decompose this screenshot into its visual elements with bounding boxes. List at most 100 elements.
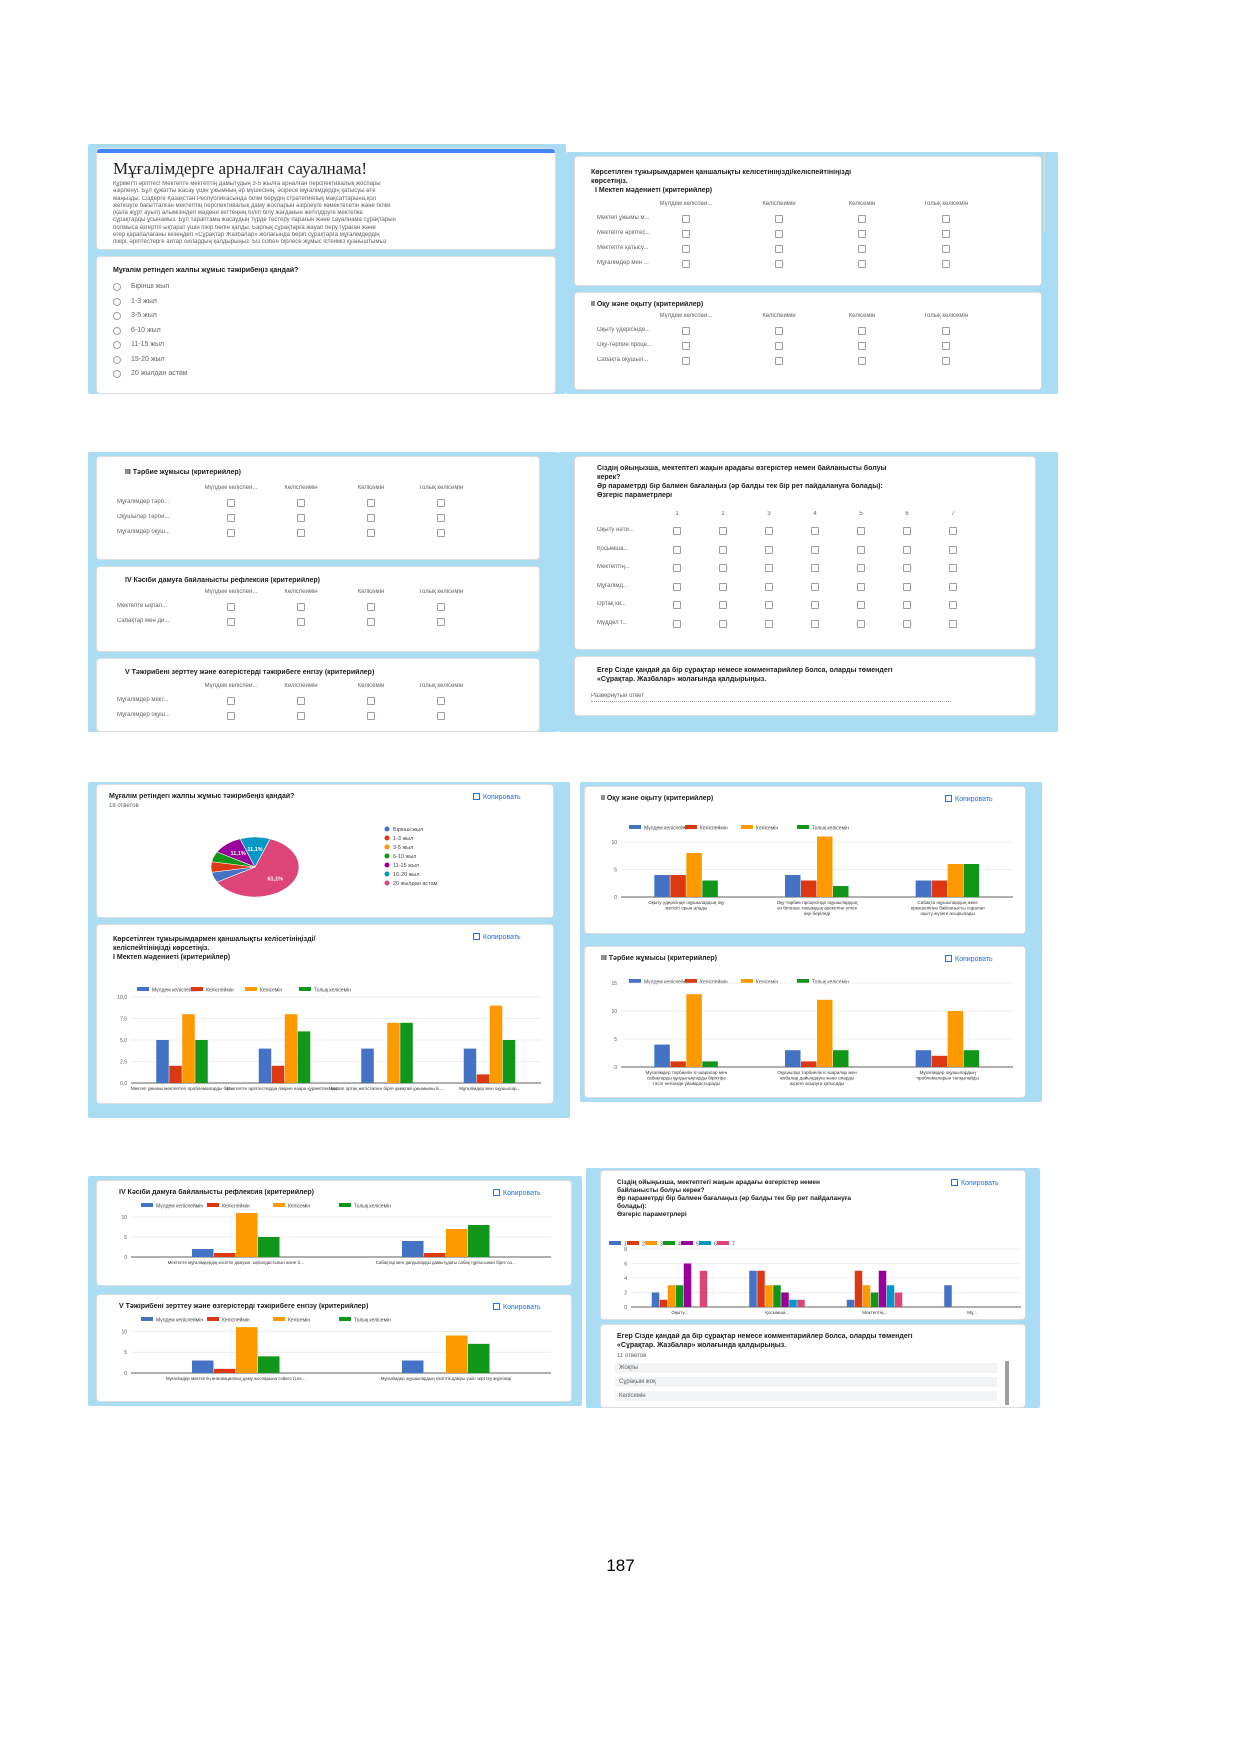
scale-checkbox[interactable] <box>903 545 911 554</box>
grid-checkbox[interactable] <box>437 697 445 705</box>
grid-checkbox[interactable] <box>297 603 305 611</box>
grid-checkbox[interactable] <box>367 712 375 720</box>
copy-button[interactable]: Копировать <box>951 1179 999 1187</box>
grid-checkbox[interactable] <box>297 697 305 705</box>
scale-checkbox[interactable] <box>857 527 865 535</box>
grid-checkbox[interactable] <box>775 260 783 268</box>
grid-checkbox[interactable] <box>227 712 235 720</box>
copy-button[interactable]: Копировать <box>493 1189 541 1197</box>
copy-button[interactable]: Копировать <box>945 795 993 803</box>
scale-checkbox[interactable] <box>719 527 727 535</box>
scale-checkbox[interactable] <box>765 619 773 628</box>
scale-checkbox[interactable] <box>719 582 727 591</box>
grid-checkbox[interactable] <box>297 618 305 626</box>
grid-checkbox[interactable] <box>437 514 445 522</box>
scale-checkbox[interactable] <box>903 582 911 591</box>
grid-checkbox[interactable] <box>367 697 375 705</box>
grid-checkbox[interactable] <box>437 603 445 611</box>
grid-checkbox[interactable] <box>682 245 690 253</box>
scale-checkbox[interactable] <box>949 601 957 609</box>
radio-button[interactable] <box>113 326 121 335</box>
grid-checkbox[interactable] <box>227 514 235 522</box>
grid-checkbox[interactable] <box>297 499 305 507</box>
long-answer-input[interactable]: Развернутый ответ <box>591 693 951 702</box>
grid-checkbox[interactable] <box>227 529 235 537</box>
scale-checkbox[interactable] <box>903 527 911 535</box>
grid-checkbox[interactable] <box>437 499 445 507</box>
scale-checkbox[interactable] <box>903 601 911 609</box>
grid-checkbox[interactable] <box>858 342 866 350</box>
grid-checkbox[interactable] <box>775 342 783 350</box>
scale-checkbox[interactable] <box>903 564 911 572</box>
grid-checkbox[interactable] <box>942 342 950 350</box>
scale-checkbox[interactable] <box>949 527 957 535</box>
scale-checkbox[interactable] <box>811 564 819 572</box>
grid-checkbox[interactable] <box>858 260 866 268</box>
grid-checkbox[interactable] <box>858 230 866 238</box>
scale-checkbox[interactable] <box>719 601 727 609</box>
scale-checkbox[interactable] <box>765 564 773 572</box>
scale-checkbox[interactable] <box>857 601 865 609</box>
grid-checkbox[interactable] <box>942 327 950 335</box>
grid-checkbox[interactable] <box>682 327 690 335</box>
scale-checkbox[interactable] <box>673 545 681 554</box>
scale-checkbox[interactable] <box>811 527 819 535</box>
grid-checkbox[interactable] <box>227 603 235 611</box>
grid-checkbox[interactable] <box>858 357 866 365</box>
radio-button[interactable] <box>113 283 121 291</box>
grid-checkbox[interactable] <box>942 357 950 365</box>
grid-checkbox[interactable] <box>227 499 235 507</box>
grid-checkbox[interactable] <box>858 327 866 335</box>
grid-checkbox[interactable] <box>682 357 690 365</box>
radio-button[interactable] <box>113 355 121 364</box>
scale-checkbox[interactable] <box>719 545 727 554</box>
grid-checkbox[interactable] <box>367 514 375 522</box>
grid-checkbox[interactable] <box>942 245 950 253</box>
scale-checkbox[interactable] <box>673 527 681 535</box>
copy-button[interactable]: Копировать <box>473 793 521 801</box>
copy-button[interactable]: Копировать <box>473 933 521 941</box>
scale-checkbox[interactable] <box>949 619 957 628</box>
scale-checkbox[interactable] <box>811 601 819 609</box>
scale-checkbox[interactable] <box>903 619 911 628</box>
scale-checkbox[interactable] <box>857 582 865 591</box>
radio-button[interactable] <box>113 312 121 320</box>
scale-checkbox[interactable] <box>765 545 773 554</box>
grid-checkbox[interactable] <box>682 230 690 238</box>
grid-checkbox[interactable] <box>858 245 866 253</box>
scale-checkbox[interactable] <box>811 582 819 591</box>
radio-button[interactable] <box>113 297 121 306</box>
scale-checkbox[interactable] <box>765 601 773 609</box>
grid-checkbox[interactable] <box>367 618 375 626</box>
scale-checkbox[interactable] <box>857 564 865 572</box>
grid-checkbox[interactable] <box>682 215 690 223</box>
copy-button[interactable]: Копировать <box>945 955 993 963</box>
grid-checkbox[interactable] <box>227 618 235 626</box>
scale-checkbox[interactable] <box>673 601 681 609</box>
grid-checkbox[interactable] <box>227 697 235 705</box>
grid-checkbox[interactable] <box>297 529 305 537</box>
scale-checkbox[interactable] <box>765 527 773 535</box>
scale-checkbox[interactable] <box>719 564 727 572</box>
grid-checkbox[interactable] <box>682 342 690 350</box>
grid-checkbox[interactable] <box>942 260 950 268</box>
scale-checkbox[interactable] <box>949 545 957 554</box>
grid-checkbox[interactable] <box>775 357 783 365</box>
grid-checkbox[interactable] <box>367 529 375 537</box>
scale-checkbox[interactable] <box>857 545 865 554</box>
scale-checkbox[interactable] <box>673 582 681 591</box>
grid-checkbox[interactable] <box>367 499 375 507</box>
grid-checkbox[interactable] <box>775 327 783 335</box>
scale-checkbox[interactable] <box>811 545 819 554</box>
scale-checkbox[interactable] <box>949 564 957 572</box>
scale-checkbox[interactable] <box>949 582 957 591</box>
grid-checkbox[interactable] <box>775 245 783 253</box>
grid-checkbox[interactable] <box>682 260 690 268</box>
grid-checkbox[interactable] <box>367 603 375 611</box>
grid-checkbox[interactable] <box>858 215 866 223</box>
grid-checkbox[interactable] <box>437 529 445 537</box>
scale-checkbox[interactable] <box>673 564 681 572</box>
grid-checkbox[interactable] <box>437 618 445 626</box>
copy-button[interactable]: Копировать <box>493 1303 541 1311</box>
grid-checkbox[interactable] <box>297 712 305 720</box>
